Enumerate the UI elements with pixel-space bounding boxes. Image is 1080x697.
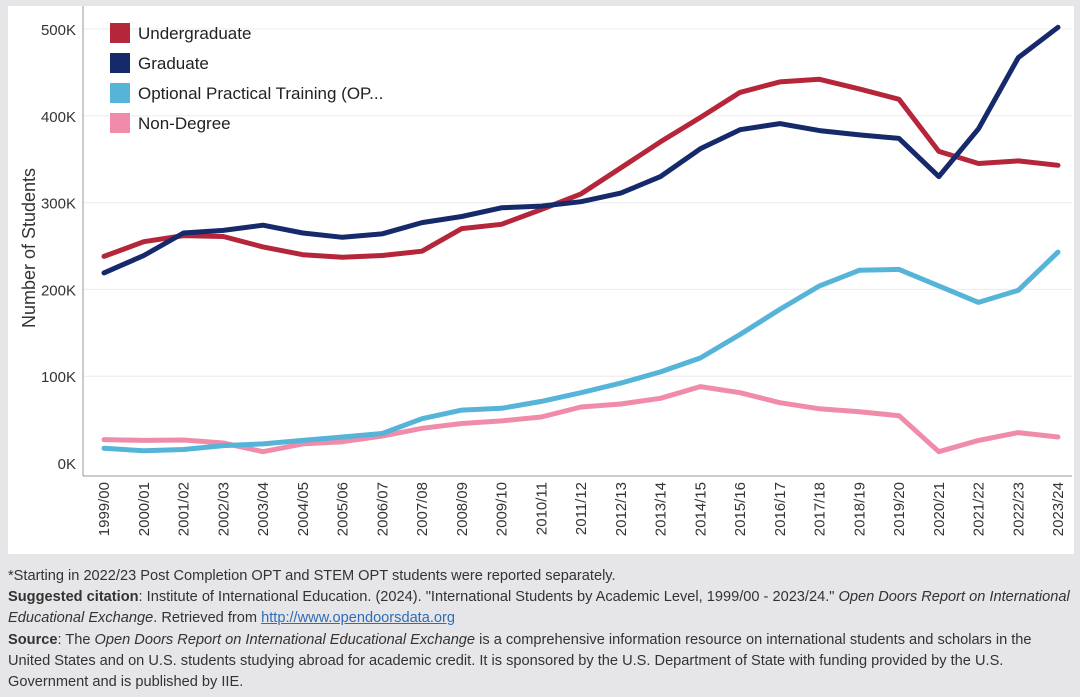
chart-panel: 0K 100K 200K 300K 400K 500K 1999/00 2000/01 2001…	[8, 6, 1074, 554]
citation-label: Suggested citation	[8, 589, 139, 606]
x-tick-label: 2001/02	[176, 482, 193, 536]
y-tick-label: 400K	[41, 109, 76, 126]
legend-label: Undergraduate	[138, 24, 251, 43]
opendoors-link[interactable]: http://www.opendoorsdata.org	[261, 610, 456, 627]
series-line-graduate	[101, 24, 1061, 276]
suggested-citation: Suggested citation: Institute of Interna…	[8, 587, 1070, 629]
x-tick-label: 2019/20	[891, 482, 908, 536]
x-tick-label: 2023/24	[1050, 482, 1067, 536]
x-tick-label: 2018/19	[851, 482, 868, 536]
series-line-undergraduate	[101, 76, 1061, 260]
series-line-optional-practical-training-opt	[101, 249, 1061, 454]
y-tick-label: 500K	[41, 22, 76, 39]
x-tick-label: 2013/14	[653, 482, 670, 536]
x-tick-label: 2020/21	[931, 482, 948, 536]
legend-label: Non-Degree	[138, 114, 231, 133]
citation-title: Open Doors Report on International Educa…	[8, 589, 1070, 627]
x-tick-label: 2000/01	[136, 482, 153, 536]
y-tick-label: 100K	[41, 369, 76, 386]
source-note: Source: The Open Doors Report on Interna…	[8, 630, 1070, 694]
x-tick-label: 2012/13	[613, 482, 630, 536]
legend-swatch	[110, 113, 130, 133]
x-tick-label: 2014/15	[692, 482, 709, 536]
note-opt: *Starting in 2022/23 Post Completion OPT…	[8, 568, 616, 584]
x-tick-label: 2016/17	[772, 482, 789, 536]
x-tick-label: 2022/23	[1010, 482, 1027, 536]
y-axis-label: Number of Students	[19, 168, 39, 328]
citation-text-2: . Retrieved from	[153, 610, 262, 627]
axes: 0K 100K 200K 300K 400K 500K 1999/00 2000/01 2001…	[41, 6, 1072, 536]
x-tick-label: 2007/08	[414, 482, 431, 536]
series-lines	[101, 24, 1061, 455]
x-tick-label: 2010/11	[533, 482, 550, 535]
x-tick-label: 2006/07	[374, 482, 391, 536]
legend-label: Graduate	[138, 54, 209, 73]
x-tick-label: 2011/12	[573, 482, 590, 535]
x-tick-label: 2005/06	[335, 482, 352, 536]
legend-label: Optional Practical Training (OP...	[138, 84, 383, 103]
citation-text-1: : Institute of International Education. …	[138, 589, 839, 606]
x-tick-label: 2009/10	[494, 482, 511, 536]
x-tick-label: 1999/00	[96, 482, 113, 536]
x-tick-label: 2021/22	[971, 482, 988, 536]
legend-swatch	[110, 53, 130, 73]
source-text-1: : The	[57, 631, 95, 648]
y-tick-label: 300K	[41, 196, 76, 213]
x-tick-label: 2017/18	[812, 482, 829, 536]
series-line-non-degree	[101, 384, 1061, 455]
y-tick-label: 200K	[41, 282, 76, 299]
chart-notes: *Starting in 2022/23 Post Completion OPT…	[8, 566, 1070, 693]
x-tick-label: 2015/16	[732, 482, 749, 536]
legend-swatch	[110, 23, 130, 43]
x-tick-label: 2002/03	[215, 482, 232, 536]
source-text-2: is a comprehensive information resource …	[8, 631, 1032, 691]
legend[interactable]: Undergraduate Graduate Optional Practical …	[110, 23, 383, 133]
legend-swatch	[110, 83, 130, 103]
line-chart: 0K 100K 200K 300K 400K 500K 1999/00 2000/01 2001…	[19, 6, 1072, 536]
x-tick-label: 2008/09	[454, 482, 471, 536]
y-tick-label: 0K	[58, 456, 76, 473]
source-title: Open Doors Report on International Educa…	[94, 631, 476, 648]
x-tick-label: 2004/05	[295, 482, 312, 536]
source-label: Source	[8, 631, 58, 648]
x-tick-label: 2003/04	[255, 482, 272, 536]
